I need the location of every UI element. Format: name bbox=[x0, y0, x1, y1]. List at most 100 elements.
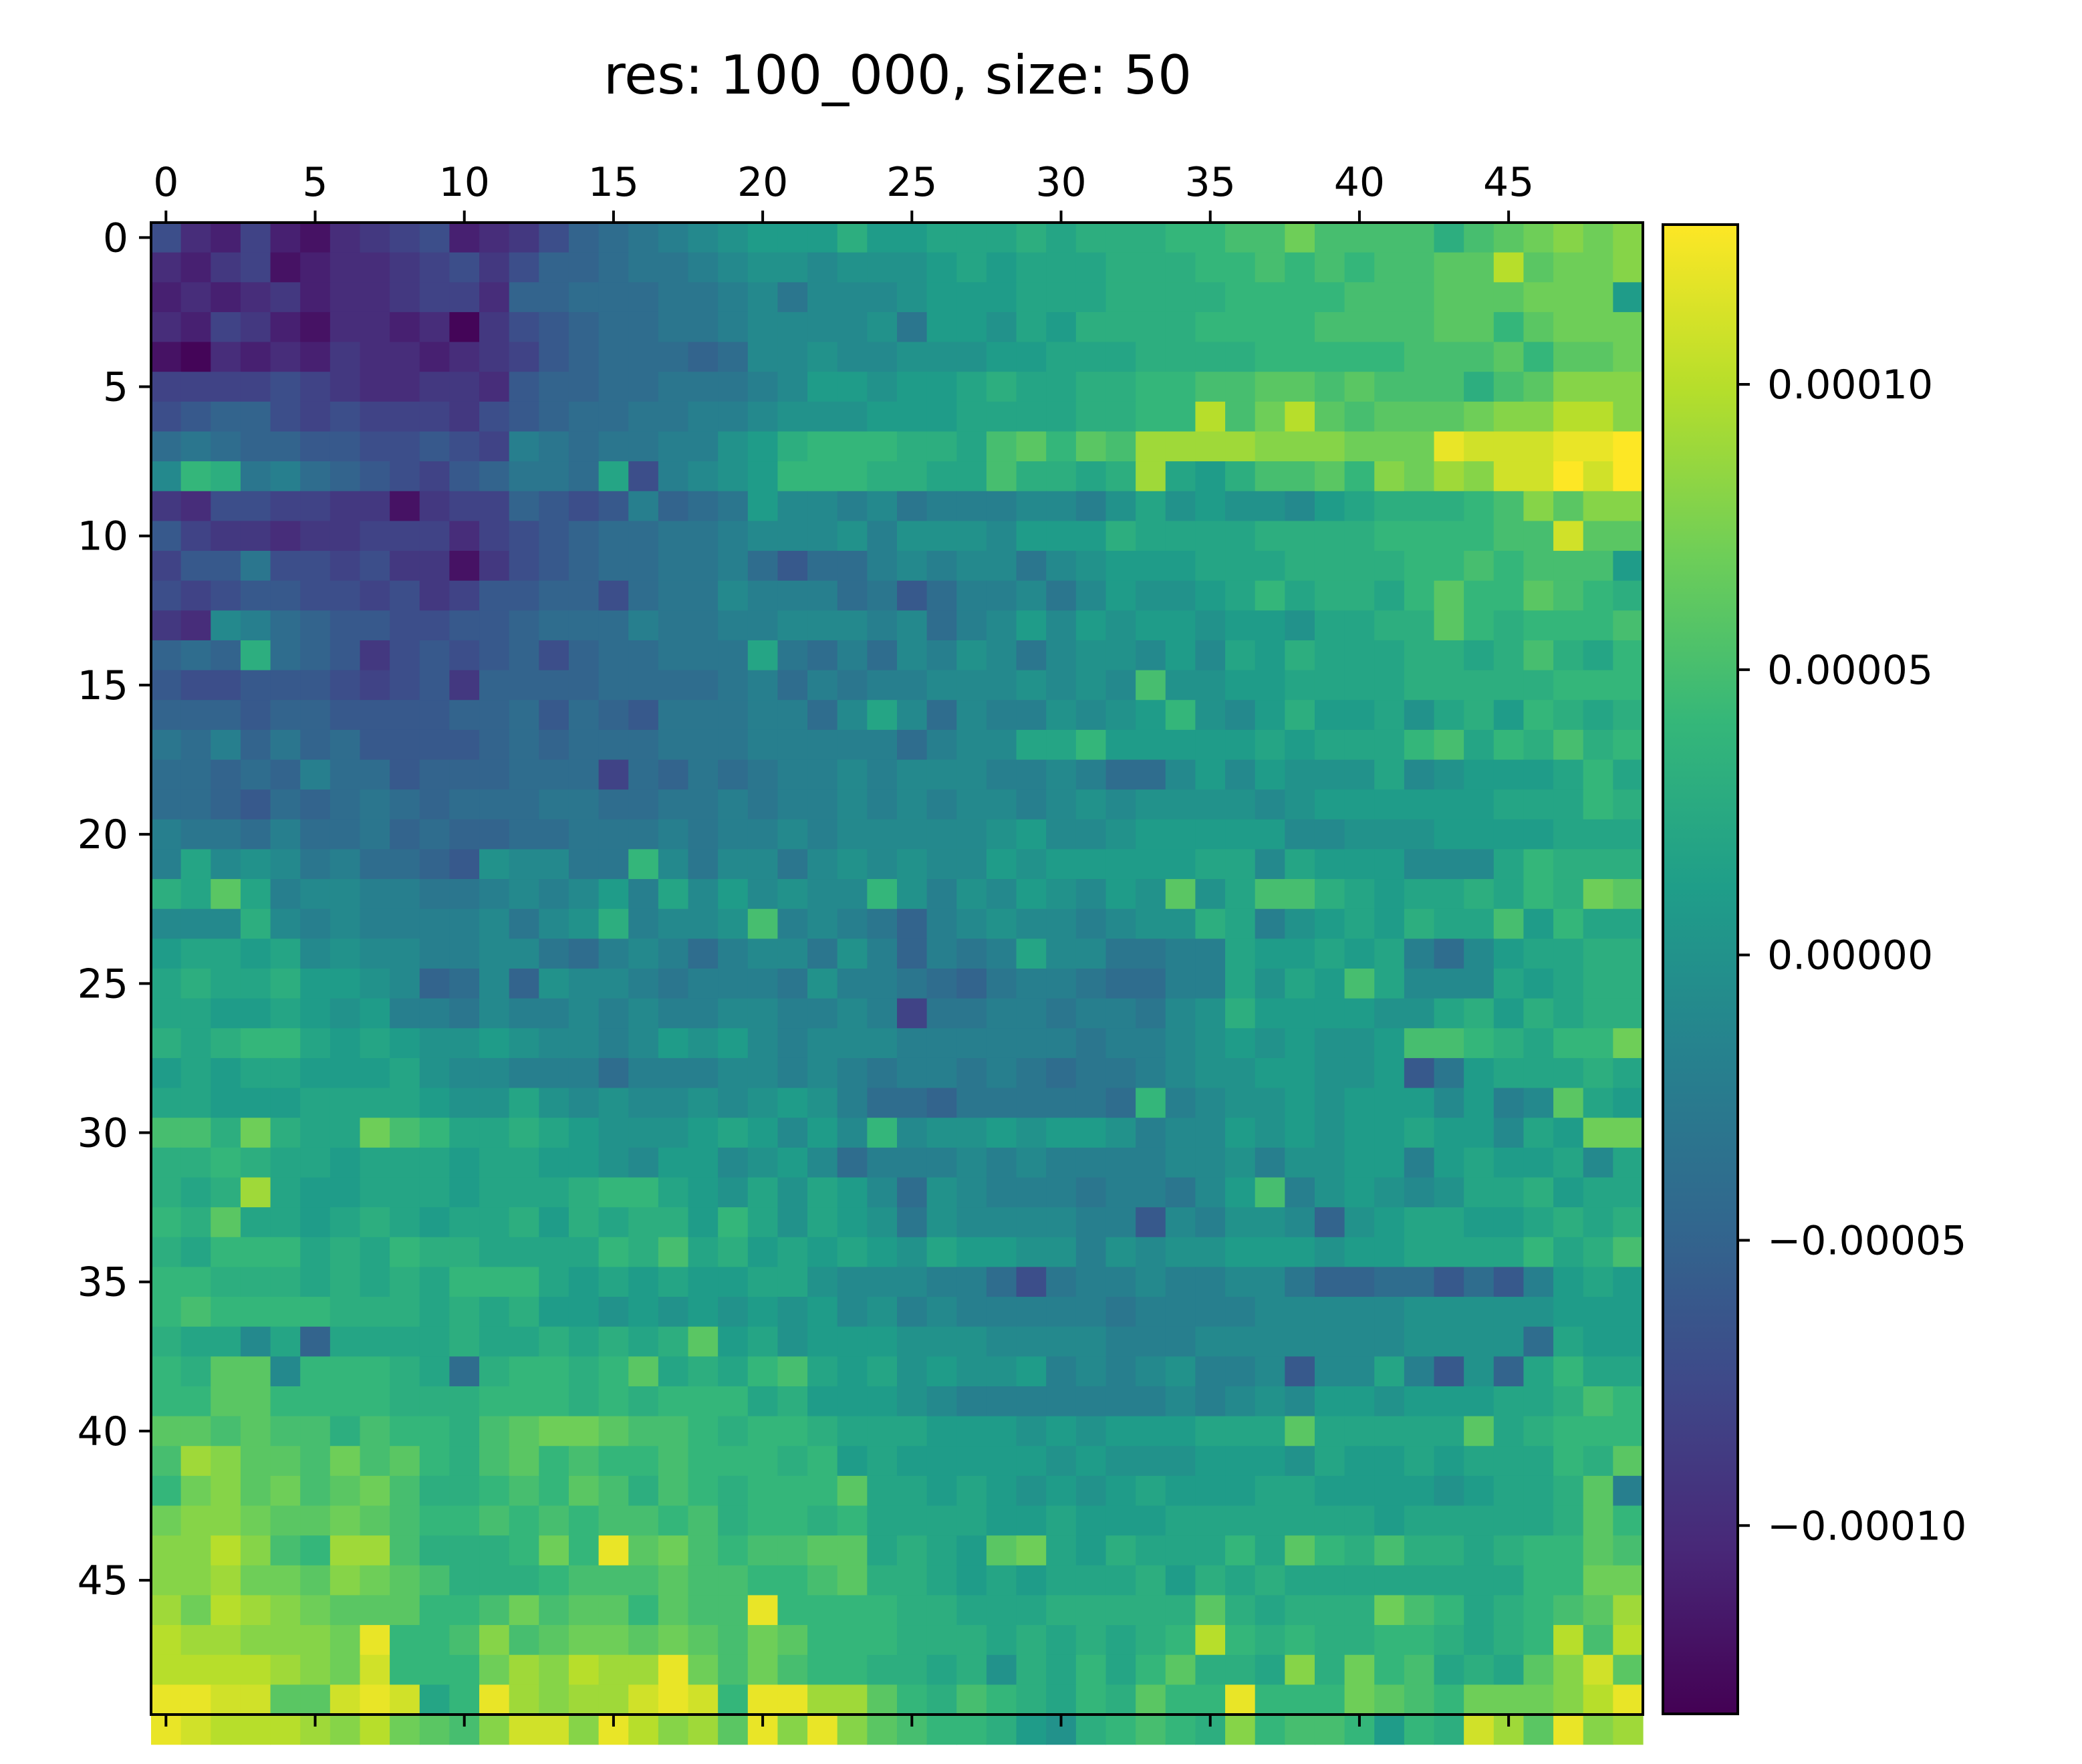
heatmap-cell bbox=[330, 521, 361, 551]
heatmap-cell bbox=[1165, 1625, 1196, 1656]
heatmap-cell bbox=[1225, 1475, 1256, 1507]
heatmap-cell bbox=[1314, 1147, 1345, 1178]
heatmap-cell bbox=[1046, 1535, 1077, 1566]
chart-title: res: 100_000, size: 50 bbox=[604, 44, 1192, 106]
heatmap-cell bbox=[777, 372, 808, 402]
heatmap-cell bbox=[1583, 1356, 1613, 1387]
heatmap-cell bbox=[1136, 1535, 1166, 1566]
heatmap-cell bbox=[747, 1625, 779, 1656]
heatmap-cell bbox=[1285, 1715, 1315, 1745]
heatmap-cell bbox=[449, 1297, 480, 1328]
heatmap-cell bbox=[568, 551, 600, 582]
heatmap-cell bbox=[1493, 1416, 1525, 1446]
heatmap-cell bbox=[837, 372, 868, 402]
heatmap-cell bbox=[1553, 969, 1584, 999]
heatmap-cell bbox=[926, 969, 957, 999]
heatmap-cell bbox=[688, 1267, 719, 1297]
heatmap-cell bbox=[1314, 1356, 1345, 1387]
heatmap-cell bbox=[1285, 1535, 1315, 1566]
heatmap-cell bbox=[598, 1505, 629, 1536]
heatmap-cell bbox=[718, 223, 749, 253]
heatmap-cell bbox=[419, 311, 450, 343]
heatmap-cell bbox=[718, 1356, 749, 1387]
heatmap-cell bbox=[688, 1505, 719, 1536]
heatmap-cell bbox=[390, 1386, 420, 1417]
heatmap-cell bbox=[1613, 1207, 1644, 1238]
heatmap-cell bbox=[568, 1028, 600, 1059]
heatmap-cell bbox=[897, 1654, 928, 1685]
heatmap-cell bbox=[1493, 431, 1525, 462]
heatmap-cell bbox=[986, 342, 1017, 372]
heatmap-cell bbox=[211, 1715, 241, 1745]
heatmap-cell bbox=[1195, 1654, 1226, 1685]
heatmap-cell bbox=[240, 1416, 271, 1446]
heatmap-cell bbox=[658, 282, 689, 313]
heatmap-cell bbox=[1165, 610, 1196, 641]
heatmap-cell bbox=[151, 1654, 182, 1685]
heatmap-cell bbox=[330, 1237, 361, 1267]
heatmap-cell bbox=[986, 759, 1017, 790]
heatmap-cell bbox=[747, 311, 779, 343]
heatmap-cell bbox=[1434, 1088, 1464, 1118]
heatmap-cell bbox=[270, 1715, 301, 1745]
heatmap-cell bbox=[1404, 1207, 1435, 1238]
heatmap-cell bbox=[1523, 1356, 1554, 1387]
heatmap-cell bbox=[956, 223, 987, 253]
heatmap-cell bbox=[330, 1386, 361, 1417]
heatmap-cell bbox=[211, 282, 241, 313]
heatmap-cell bbox=[1285, 491, 1315, 521]
heatmap-cell bbox=[1493, 1475, 1525, 1507]
heatmap-cell bbox=[986, 372, 1017, 402]
heatmap-cell bbox=[986, 1057, 1017, 1089]
heatmap-cell bbox=[360, 1297, 390, 1328]
heatmap-cell bbox=[1464, 431, 1494, 462]
heatmap-cell bbox=[956, 1147, 987, 1178]
heatmap-cell bbox=[1016, 1565, 1047, 1596]
heatmap-cell bbox=[1195, 1147, 1226, 1178]
heatmap-cell bbox=[837, 670, 868, 701]
heatmap-cell bbox=[1613, 521, 1644, 551]
heatmap-cell bbox=[1404, 1446, 1435, 1477]
heatmap-cell bbox=[807, 1505, 838, 1536]
heatmap-cell bbox=[926, 1416, 957, 1446]
heatmap-cell bbox=[300, 1535, 331, 1566]
heatmap-cell bbox=[1016, 1535, 1047, 1566]
heatmap-cell bbox=[449, 1386, 480, 1417]
heatmap-cell bbox=[837, 1057, 868, 1089]
heatmap-cell bbox=[1314, 461, 1345, 492]
heatmap-cell bbox=[1344, 1177, 1375, 1208]
heatmap-cell bbox=[479, 1028, 510, 1059]
heatmap-cell bbox=[1314, 1535, 1345, 1566]
heatmap-cell bbox=[1583, 1297, 1613, 1328]
heatmap-cell bbox=[419, 1475, 450, 1507]
heatmap-cell bbox=[1344, 1356, 1375, 1387]
heatmap-cell bbox=[1255, 1118, 1285, 1148]
heatmap-cell bbox=[1225, 1088, 1256, 1118]
heatmap-cell bbox=[926, 223, 957, 253]
heatmap-cell bbox=[1434, 1475, 1464, 1507]
heatmap-cell bbox=[1613, 1565, 1644, 1596]
heatmap-cell bbox=[1225, 1147, 1256, 1178]
heatmap-cell bbox=[151, 1028, 182, 1059]
heatmap-cell bbox=[330, 431, 361, 462]
heatmap-cell bbox=[598, 1386, 629, 1417]
heatmap-cell bbox=[330, 401, 361, 432]
heatmap-cell bbox=[1314, 1237, 1345, 1267]
heatmap-cell bbox=[628, 223, 659, 253]
heatmap-cell bbox=[1553, 282, 1584, 313]
heatmap-cell bbox=[479, 1237, 510, 1267]
heatmap-cell bbox=[986, 729, 1017, 761]
heatmap-cell bbox=[1434, 580, 1464, 611]
heatmap-cell bbox=[837, 789, 868, 820]
heatmap-cell bbox=[509, 431, 539, 462]
heatmap-cell bbox=[897, 1684, 928, 1715]
heatmap-cell bbox=[1016, 1625, 1047, 1656]
heatmap-cell bbox=[211, 461, 241, 492]
heatmap-cell bbox=[1553, 729, 1584, 761]
heatmap-cell bbox=[1195, 342, 1226, 372]
heatmap-cell bbox=[1434, 908, 1464, 939]
heatmap-cell bbox=[479, 1654, 510, 1685]
heatmap-cell bbox=[419, 759, 450, 790]
heatmap-cell bbox=[568, 1088, 600, 1118]
